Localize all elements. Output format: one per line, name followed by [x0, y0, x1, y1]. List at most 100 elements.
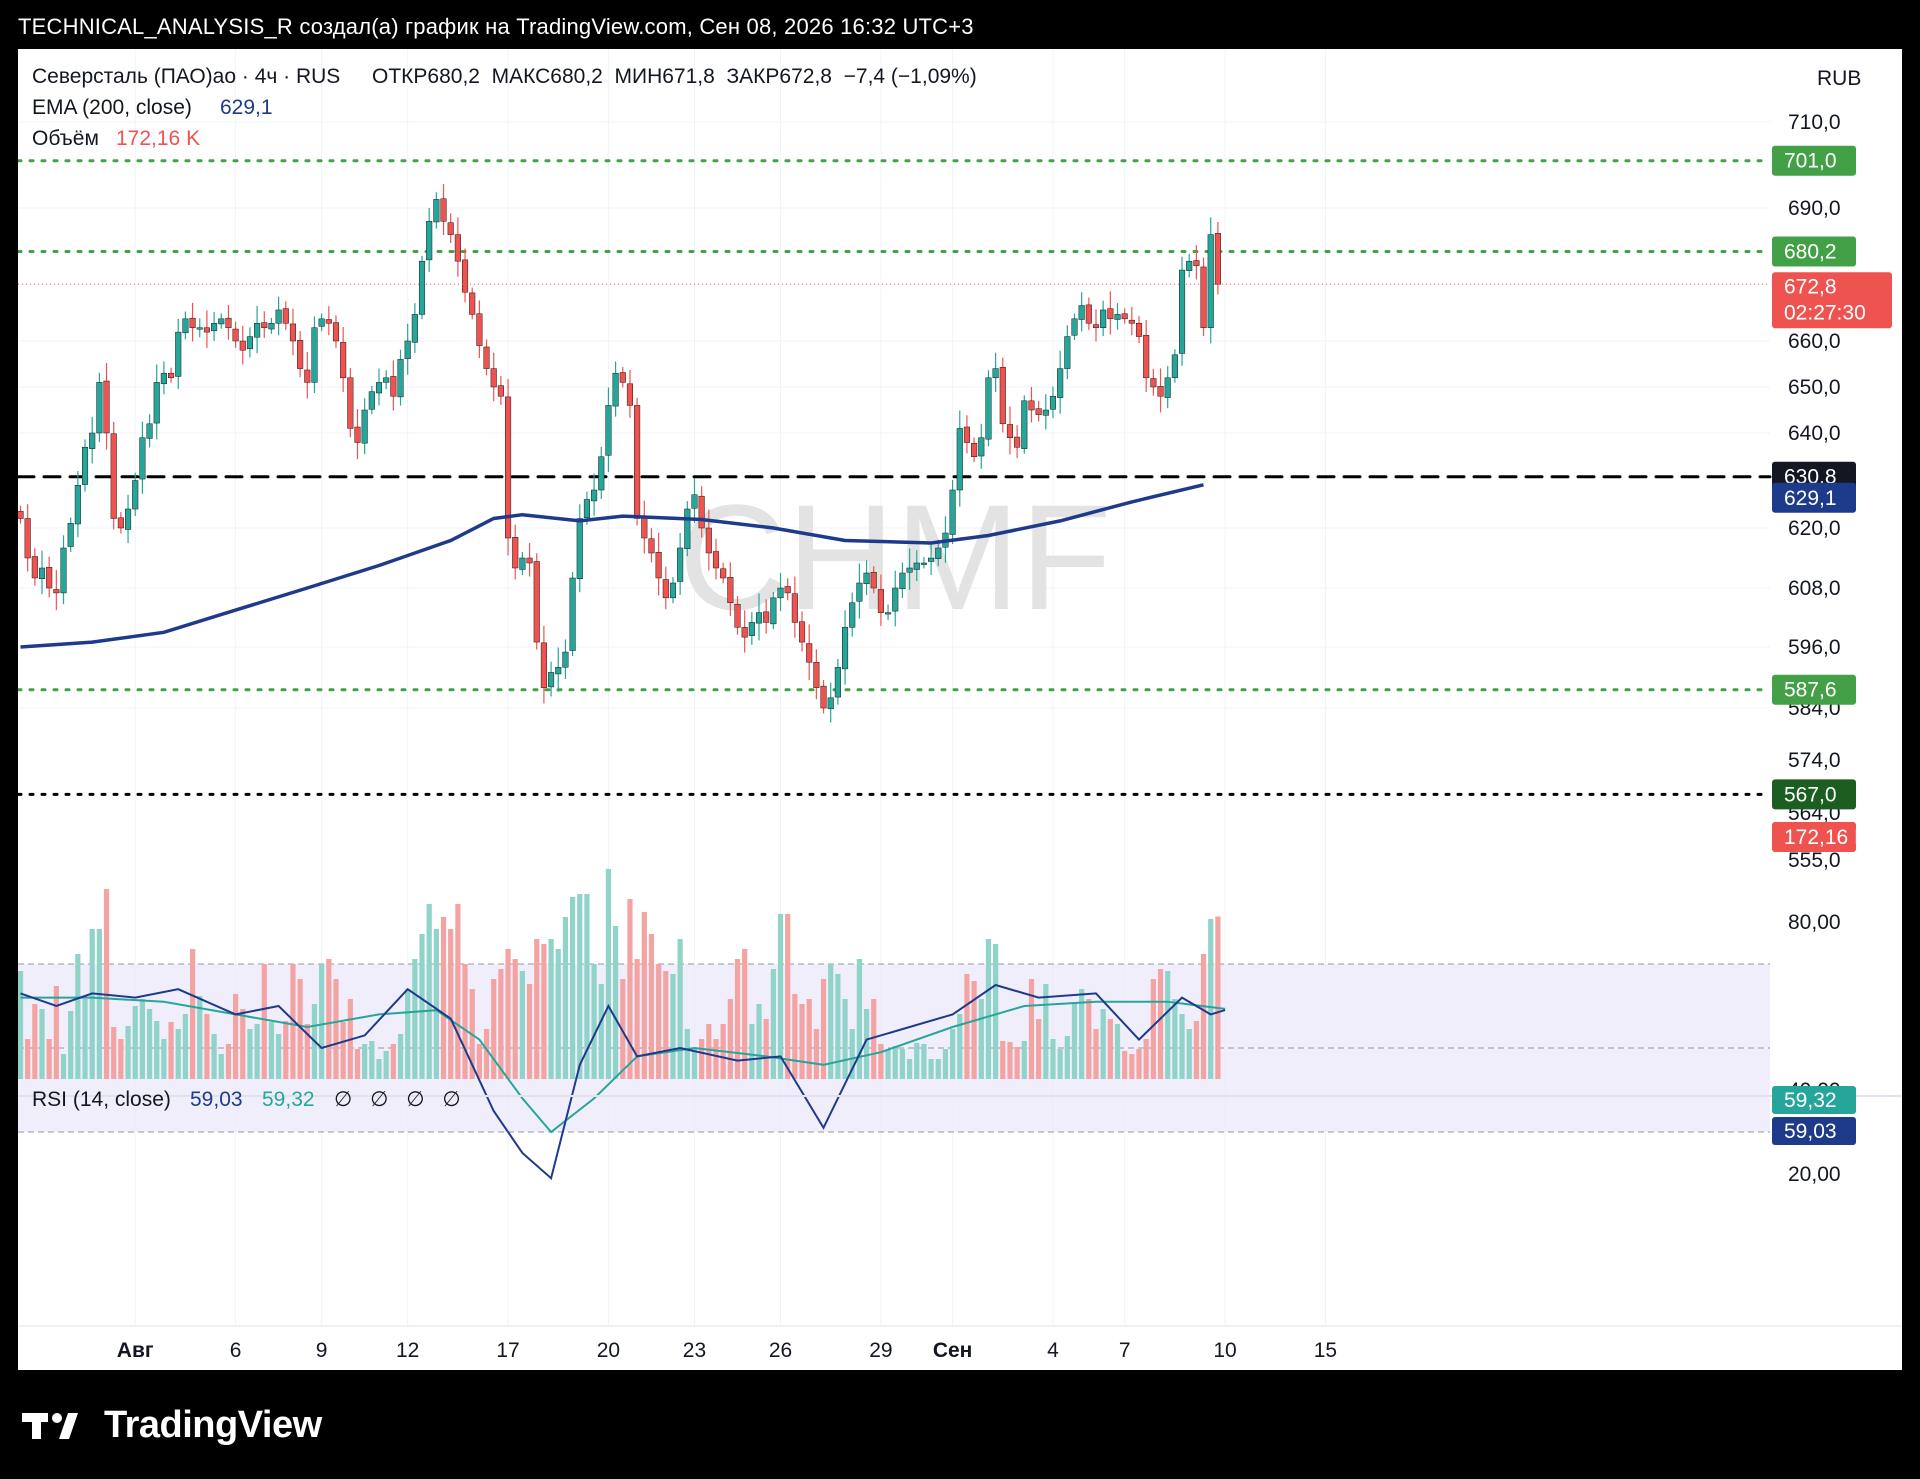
candle[interactable]	[89, 417, 96, 464]
candle[interactable]	[1143, 319, 1150, 393]
candle[interactable]	[1193, 245, 1200, 280]
candle[interactable]	[390, 360, 397, 411]
candle[interactable]	[1207, 217, 1214, 344]
candle[interactable]	[383, 370, 390, 390]
candle[interactable]	[698, 486, 705, 538]
candle[interactable]	[648, 528, 655, 563]
candle[interactable]	[512, 524, 519, 580]
candle[interactable]	[469, 287, 476, 320]
candle[interactable]	[591, 473, 598, 516]
candle[interactable]	[827, 682, 834, 723]
candle[interactable]	[734, 596, 741, 635]
candle[interactable]	[720, 562, 727, 584]
candle[interactable]	[18, 505, 24, 524]
candle[interactable]	[856, 563, 863, 619]
candle[interactable]	[297, 331, 304, 378]
candle[interactable]	[885, 604, 892, 620]
candle[interactable]	[318, 313, 325, 332]
candle[interactable]	[598, 446, 605, 499]
candle[interactable]	[712, 538, 720, 580]
rsi-ma-tag[interactable]: 59,32	[1772, 1086, 1856, 1114]
candle[interactable]	[662, 566, 669, 610]
candle[interactable]	[196, 318, 203, 338]
candle[interactable]	[956, 410, 963, 507]
candle[interactable]	[254, 305, 261, 354]
candle[interactable]	[899, 562, 906, 599]
candle[interactable]	[440, 183, 447, 236]
candle[interactable]	[877, 574, 884, 626]
candle[interactable]	[999, 357, 1006, 433]
candle[interactable]	[1078, 292, 1085, 332]
candle[interactable]	[612, 361, 619, 417]
candle[interactable]	[203, 310, 210, 348]
candle[interactable]	[669, 577, 677, 604]
candle[interactable]	[505, 378, 512, 556]
candle[interactable]	[1178, 256, 1186, 366]
candle[interactable]	[461, 248, 469, 303]
candle[interactable]	[96, 372, 103, 442]
candle[interactable]	[949, 480, 956, 544]
candle[interactable]	[354, 409, 361, 460]
candle[interactable]	[304, 352, 311, 399]
candle[interactable]	[755, 593, 763, 641]
candle[interactable]	[325, 306, 332, 336]
candle[interactable]	[261, 311, 268, 338]
tradingview-logo[interactable]: TradingView	[22, 1404, 322, 1447]
level-tag[interactable]: 680,2	[1772, 236, 1856, 267]
candle[interactable]	[569, 572, 576, 657]
candle[interactable]	[60, 535, 67, 605]
candle[interactable]	[1042, 394, 1049, 430]
candle[interactable]	[813, 649, 820, 700]
legend-volume-label[interactable]: Объём	[32, 127, 99, 150]
candle[interactable]	[619, 366, 626, 388]
candle[interactable]	[784, 578, 791, 601]
candle[interactable]	[225, 304, 232, 340]
candle[interactable]	[182, 311, 189, 340]
candle[interactable]	[913, 550, 920, 581]
level-tag[interactable]: 567,0	[1772, 779, 1856, 810]
currency-label[interactable]: RUB	[1817, 67, 1861, 90]
candle[interactable]	[576, 504, 583, 593]
candle[interactable]	[81, 439, 89, 492]
candle[interactable]	[332, 315, 340, 348]
candle[interactable]	[497, 375, 504, 405]
candle[interactable]	[46, 556, 53, 598]
candle[interactable]	[1164, 366, 1171, 409]
candle[interactable]	[748, 612, 755, 645]
candle[interactable]	[347, 368, 354, 438]
candle[interactable]	[562, 639, 569, 679]
candle[interactable]	[275, 296, 282, 336]
candle[interactable]	[892, 570, 899, 627]
candle[interactable]	[863, 560, 870, 596]
candle[interactable]	[1014, 425, 1021, 459]
candle[interactable]	[798, 611, 806, 652]
candle[interactable]	[1049, 386, 1057, 419]
candle[interactable]	[168, 367, 175, 383]
candle[interactable]	[526, 543, 533, 577]
candle[interactable]	[397, 349, 404, 406]
candle[interactable]	[870, 566, 877, 594]
candle[interactable]	[232, 321, 239, 348]
candle[interactable]	[268, 317, 275, 334]
candle[interactable]	[971, 437, 978, 462]
candle[interactable]	[1121, 308, 1128, 324]
candle[interactable]	[691, 478, 698, 524]
candle[interactable]	[820, 680, 827, 714]
candle[interactable]	[490, 352, 497, 402]
candle[interactable]	[218, 313, 225, 329]
candle[interactable]	[1057, 350, 1064, 414]
candle[interactable]	[146, 414, 153, 448]
candle[interactable]	[1114, 303, 1121, 330]
candle[interactable]	[1035, 401, 1042, 422]
candle[interactable]	[641, 500, 648, 554]
candle[interactable]	[906, 548, 913, 590]
level-tag[interactable]: 701,0	[1772, 145, 1856, 176]
candle[interactable]	[1128, 306, 1135, 336]
candle[interactable]	[849, 592, 856, 637]
candle[interactable]	[655, 532, 662, 596]
candle[interactable]	[626, 369, 634, 418]
candle[interactable]	[103, 363, 110, 450]
candle[interactable]	[555, 647, 562, 692]
candle[interactable]	[935, 539, 942, 567]
candle[interactable]	[928, 543, 935, 575]
